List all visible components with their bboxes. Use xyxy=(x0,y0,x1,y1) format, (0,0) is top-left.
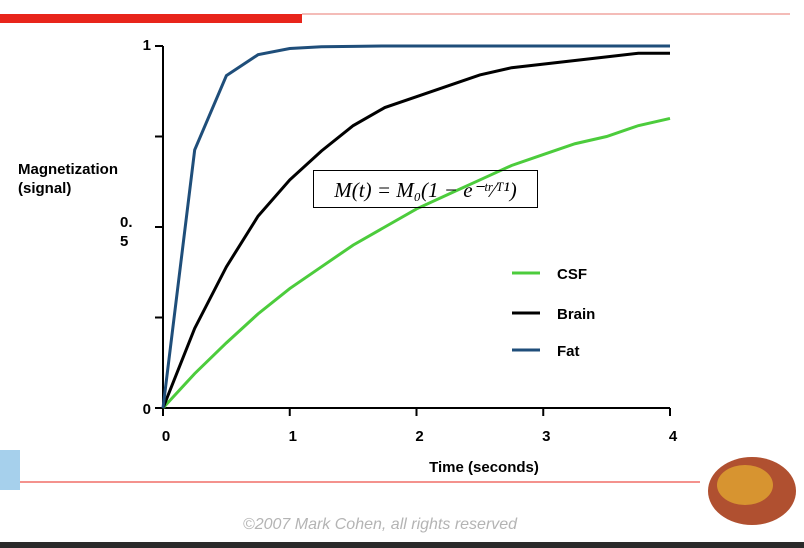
y-axis-title: Magnetization (signal) xyxy=(18,161,118,197)
copyright: ©2007 Mark Cohen, all rights reserved xyxy=(242,516,518,533)
x-tick-label: 2 xyxy=(415,428,423,445)
y-tick-label: 0 xyxy=(143,401,151,418)
x-tick-label: 1 xyxy=(289,428,297,445)
x-tick-label: 0 xyxy=(162,428,170,445)
legend-label: CSF xyxy=(557,266,587,283)
x-tick-label: 3 xyxy=(542,428,550,445)
formula: M(t) = M₀(1 − e⁻ᵗʳ⁄ᵀ¹) xyxy=(313,170,538,208)
y-tick-label: 1 xyxy=(143,37,151,54)
x-tick-label: 4 xyxy=(669,428,678,445)
y-tick-label: 0.5 xyxy=(120,214,133,250)
bottom-bar xyxy=(0,542,804,548)
line-series xyxy=(161,44,670,409)
logo xyxy=(0,450,20,490)
line-series xyxy=(161,116,671,410)
brain-image-highlight xyxy=(717,465,773,505)
line-series xyxy=(161,51,670,409)
header-bar xyxy=(0,14,302,23)
legend-label: Fat xyxy=(557,343,580,360)
legend-label: Brain xyxy=(557,306,595,323)
x-axis-title: Time (seconds) xyxy=(429,459,539,476)
